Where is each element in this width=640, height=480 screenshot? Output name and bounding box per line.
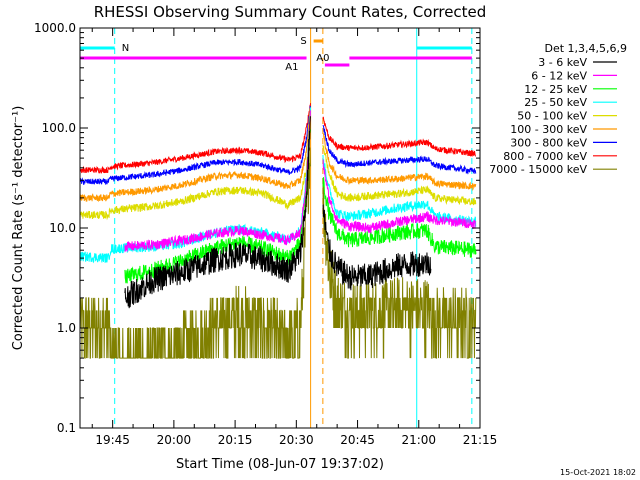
x-tick-label-6: 21:15 [463,433,498,447]
x-tick-label-4: 20:45 [340,433,375,447]
series-6 [79,105,477,185]
y-tick-label-4: 1000.0 [34,21,76,35]
x-tick-label-2: 20:15 [218,433,253,447]
annotation-label-n: N [122,43,129,54]
series-line-3-1 [322,154,477,228]
series-line-6-0 [79,105,312,185]
series-3 [79,107,477,264]
y-tick-label-1: 1.0 [57,321,76,335]
x-tick-label-1: 20:00 [157,433,192,447]
series-line-8-1 [322,177,477,359]
axis-ticks: 19:45 20:00 20:15 20:30 20:45 21:00 21:15 0.1 1.… [34,21,497,447]
series-0 [124,116,432,309]
annotation-label-a0: A0 [316,53,329,64]
x-tick-label-5: 21:00 [401,433,436,447]
x-tick-label-3: 20:30 [279,433,314,447]
series-line-0-1 [322,204,432,291]
legend-label-7: 800 - 7000 keV [503,150,587,163]
series-5 [79,107,477,203]
footer-date: 15-Oct-2021 18:02 [560,468,636,477]
series-line-5-0 [79,107,312,203]
legend-label-2: 12 - 25 keV [524,83,587,96]
legend-label-0: 3 - 6 keV [538,56,587,69]
series-7 [79,103,477,174]
series-line-0-0 [124,116,311,309]
x-axis-label: Start Time (08-Jun-07 19:37:02) [176,457,384,472]
plot-content: N A1 A0 S [79,28,477,428]
annotation-label-a1: A1 [285,62,298,73]
series-1 [124,110,477,253]
series-line-7-1 [322,116,477,157]
legend-label-8: 7000 - 15000 keV [489,163,587,176]
legend-label-5: 100 - 300 keV [510,123,587,136]
annotation-label-s: S [300,36,306,47]
series-line-1-1 [322,159,477,235]
legend-label-3: 25 - 50 keV [524,96,587,109]
series-line-5-1 [322,133,477,191]
legend-header: Det 1,3,4,5,6,9 [544,42,627,55]
legend-label-1: 6 - 12 keV [531,69,587,82]
series-line-2-1 [322,177,477,258]
series-line-8-0 [79,147,312,359]
series-line-3-0 [79,107,312,264]
series-line-6-1 [322,124,477,175]
series-8 [79,147,477,359]
y-tick-label-0: 0.1 [57,421,76,435]
series-4 [79,107,477,221]
series-line-4-1 [322,144,477,206]
y-axis-label: Corrected Count Rate (s⁻¹ detector⁻¹) [11,106,26,351]
legend-label-4: 50 - 100 keV [517,110,587,123]
series-line-4-0 [79,107,312,221]
x-tick-label-0: 19:45 [95,433,130,447]
series-line-7-0 [79,103,312,174]
y-tick-label-3: 100.0 [42,121,76,135]
y-tick-label-2: 10.0 [49,221,76,235]
legend-label-6: 300 - 800 keV [510,136,587,149]
series-line-1-0 [124,110,311,253]
chart-title: RHESSI Observing Summary Count Rates, Co… [94,3,487,21]
